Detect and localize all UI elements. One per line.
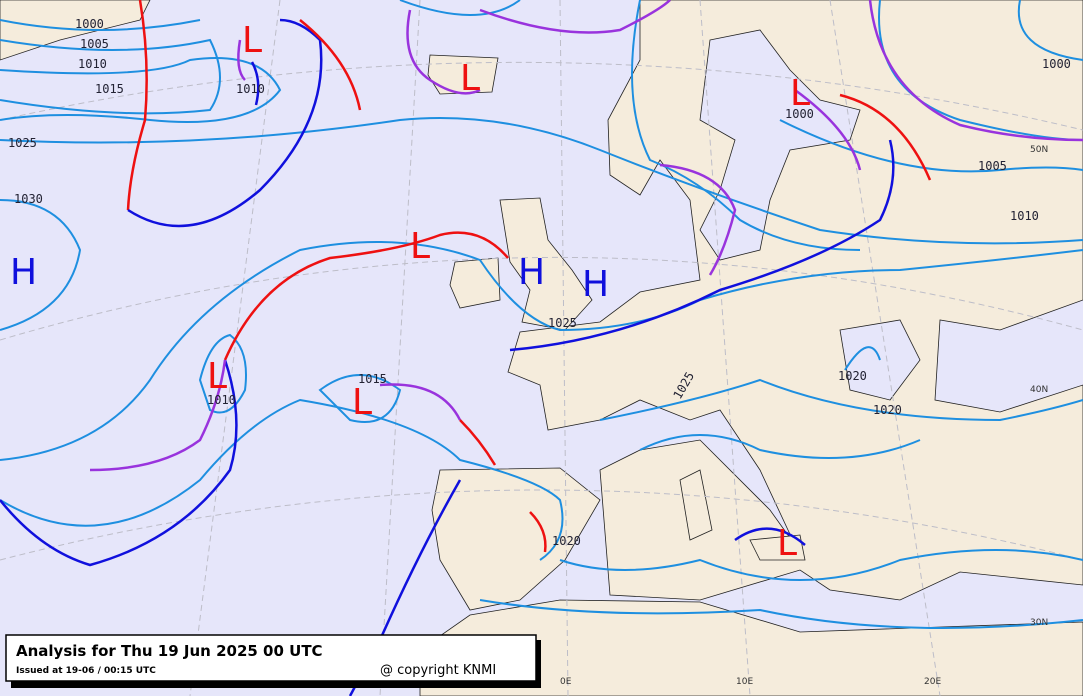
pressure-center: L [352,382,372,423]
title: Analysis for Thu 19 Jun 2025 00 UTC [16,642,323,660]
pressure-center: H [518,252,545,293]
pressure-center: H [10,252,37,293]
pressure-label: 1010 [207,393,236,407]
pressure-label: 1000 [785,107,814,121]
issued: Issued at 19-06 / 00:15 UTC [16,666,156,676]
pressure-center: L [242,20,262,61]
pressure-label: 1020 [838,369,867,383]
grid-label: 50N [1030,145,1048,155]
pressure-label: 1000 [75,17,104,31]
grid-label: 30N [1030,618,1048,628]
pressure-label: 1020 [552,534,581,548]
copyright: @ copyright KNMI [380,663,496,678]
pressure-label: 1025 [8,136,37,150]
isobars [0,0,1083,629]
pressure-label: 1005 [978,159,1007,173]
pressure-label: 1020 [873,403,902,417]
pressure-label: 1015 [358,372,387,386]
pressure-center: L [207,356,227,397]
pressure-label: 1010 [1010,209,1039,223]
pressure-label: 1015 [95,82,124,96]
pressure-label: 1010 [78,57,107,71]
pressure-center: L [790,73,810,114]
pressure-center: H [582,264,609,305]
title-box [5,634,537,682]
pressure-label: 1010 [236,82,265,96]
grid-label: 10E [736,677,753,687]
grid-label: 40N [1030,385,1048,395]
grid-label: 20E [924,677,941,687]
pressure-center: L [410,226,430,267]
labels: 1000 1005 1010 1015 1025 1030 1010 1000 1000 1005… [8,17,1071,687]
pressure-center: L [777,523,797,564]
pressure-label: 1030 [14,192,43,206]
pressure-label: 1000 [1042,57,1071,71]
pressure-center: L [460,58,480,99]
pressure-label: 1005 [80,37,109,51]
grid-label: 0E [560,677,572,687]
pressure-label: 1025 [548,316,577,330]
